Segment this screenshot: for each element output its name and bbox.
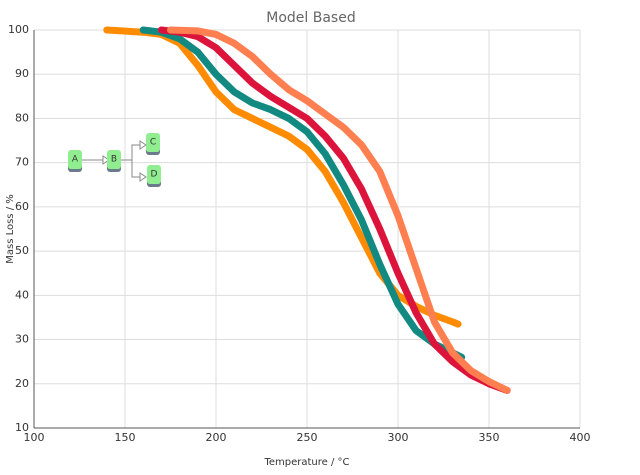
series-line	[157, 26, 511, 394]
x-tick-label: 100	[24, 431, 45, 444]
y-tick-label: 80	[15, 111, 29, 124]
node-label: B	[111, 155, 117, 165]
arrow-head	[102, 155, 110, 165]
x-tick-label: 350	[479, 431, 500, 444]
inset-diagram: A B C D	[68, 133, 161, 187]
x-tick-label: 200	[206, 431, 227, 444]
arrow-head	[139, 140, 147, 150]
y-tick-label: 10	[15, 421, 29, 434]
x-tick-label: 150	[115, 431, 136, 444]
y-axis-label: Mass Loss / %	[5, 194, 16, 264]
node	[68, 150, 82, 169]
chart-title: Model Based	[266, 10, 355, 26]
series-line	[167, 26, 511, 394]
x-tick-label: 250	[297, 431, 318, 444]
series-line	[139, 26, 466, 361]
arrow	[121, 144, 140, 161]
y-tick-label: 50	[15, 244, 29, 257]
node	[107, 150, 121, 169]
y-tick-label: 30	[15, 333, 29, 346]
y-tick-label: 20	[15, 377, 29, 390]
node	[147, 165, 161, 184]
node-label: C	[150, 138, 156, 148]
arrow	[131, 160, 140, 178]
y-tick-label: 100	[8, 23, 29, 36]
node-label: D	[151, 170, 158, 180]
node-label: A	[72, 155, 79, 165]
y-tick-label: 60	[15, 200, 29, 213]
y-tick-label: 90	[15, 67, 29, 80]
x-axis-label: Temperature / °C	[263, 457, 349, 468]
y-tick-label: 70	[15, 156, 29, 169]
x-tick-label: 400	[570, 431, 591, 444]
arrow-head	[139, 172, 147, 182]
y-tick-label: 40	[15, 288, 29, 301]
node	[146, 133, 160, 152]
plot-area: 10 20 30 40 50 60 70 80 90 100 100 150 200 250 300 350 4…	[8, 23, 591, 444]
x-tick-label: 300	[388, 431, 409, 444]
